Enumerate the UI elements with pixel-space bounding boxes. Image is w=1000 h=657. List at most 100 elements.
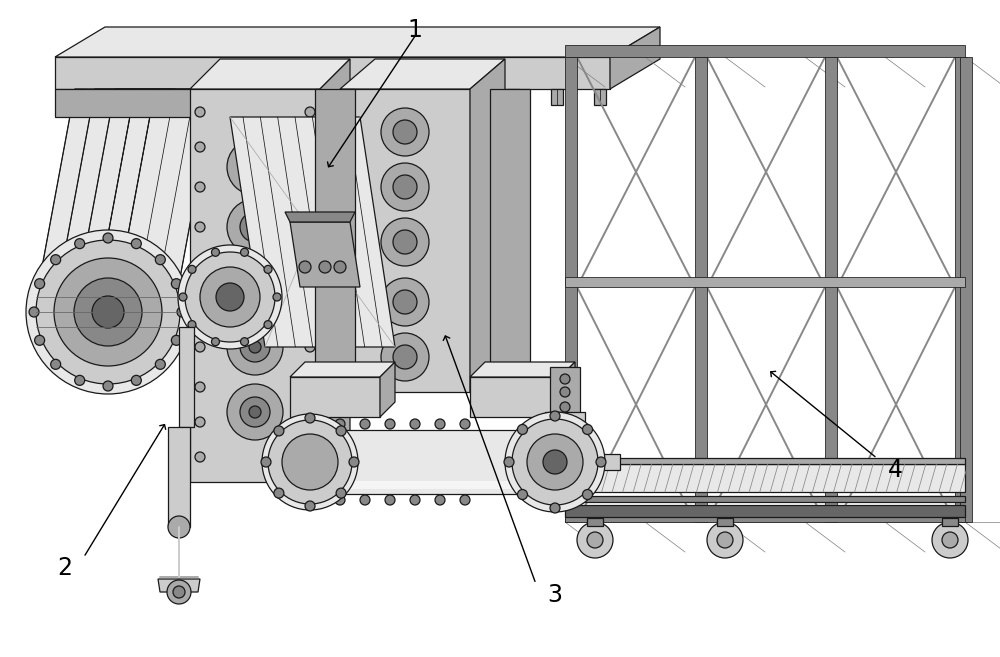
Bar	[291, 89, 303, 105]
Bar	[204, 89, 216, 105]
Circle shape	[249, 281, 261, 293]
Circle shape	[360, 419, 370, 429]
Circle shape	[305, 501, 315, 511]
Circle shape	[305, 452, 315, 462]
Polygon shape	[285, 212, 355, 222]
Bar	[168, 427, 190, 527]
Circle shape	[274, 488, 284, 498]
Ellipse shape	[168, 516, 190, 538]
Bar	[377, 89, 389, 105]
Circle shape	[517, 424, 527, 434]
Polygon shape	[178, 294, 200, 299]
Ellipse shape	[541, 430, 569, 494]
Bar	[695, 57, 707, 522]
Circle shape	[241, 338, 249, 346]
Bar	[550, 367, 580, 417]
Bar	[421, 89, 433, 105]
Circle shape	[227, 384, 283, 440]
Circle shape	[167, 580, 191, 604]
Circle shape	[305, 302, 315, 312]
Polygon shape	[70, 89, 175, 332]
Circle shape	[155, 359, 165, 369]
Circle shape	[319, 261, 331, 273]
Circle shape	[264, 321, 272, 328]
Circle shape	[274, 426, 284, 436]
Circle shape	[305, 182, 315, 192]
Bar	[247, 89, 259, 105]
Bar	[960, 57, 972, 522]
Circle shape	[195, 182, 205, 192]
Circle shape	[282, 434, 338, 490]
Circle shape	[460, 419, 470, 429]
Circle shape	[393, 290, 417, 314]
Bar	[594, 89, 606, 105]
Circle shape	[211, 338, 219, 346]
Circle shape	[173, 586, 185, 598]
Circle shape	[227, 259, 283, 315]
Bar	[464, 89, 476, 105]
Polygon shape	[55, 27, 660, 57]
Circle shape	[393, 120, 417, 144]
Polygon shape	[178, 299, 195, 327]
Circle shape	[334, 261, 346, 273]
Circle shape	[249, 341, 261, 353]
Circle shape	[195, 107, 205, 117]
Circle shape	[195, 342, 205, 352]
Polygon shape	[55, 89, 215, 117]
Polygon shape	[340, 89, 470, 392]
Circle shape	[240, 152, 270, 182]
Circle shape	[583, 424, 593, 434]
Circle shape	[336, 488, 346, 498]
Circle shape	[211, 248, 219, 256]
Circle shape	[512, 419, 598, 505]
Circle shape	[335, 495, 345, 505]
Circle shape	[54, 258, 162, 366]
Bar	[565, 57, 577, 522]
Circle shape	[460, 495, 470, 505]
Circle shape	[177, 307, 187, 317]
Bar	[507, 89, 519, 105]
Circle shape	[195, 382, 205, 392]
Text: 3: 3	[548, 583, 562, 606]
Circle shape	[51, 255, 61, 265]
Circle shape	[527, 434, 583, 490]
Circle shape	[249, 161, 261, 173]
Circle shape	[550, 503, 560, 513]
Circle shape	[29, 307, 39, 317]
Circle shape	[299, 261, 311, 273]
Bar	[310, 430, 555, 494]
Circle shape	[185, 252, 275, 342]
Polygon shape	[380, 362, 395, 417]
Polygon shape	[560, 362, 575, 417]
Circle shape	[517, 489, 527, 499]
Circle shape	[195, 417, 205, 427]
Circle shape	[596, 457, 606, 467]
Polygon shape	[470, 59, 505, 392]
Circle shape	[336, 426, 346, 436]
Polygon shape	[55, 57, 610, 89]
Bar	[565, 496, 965, 502]
Circle shape	[155, 255, 165, 265]
Circle shape	[227, 139, 283, 195]
Circle shape	[381, 163, 429, 211]
Circle shape	[381, 333, 429, 381]
Polygon shape	[158, 579, 200, 592]
Circle shape	[360, 495, 370, 505]
Polygon shape	[320, 59, 350, 482]
Bar	[565, 458, 965, 464]
Circle shape	[305, 142, 315, 152]
Circle shape	[188, 321, 196, 328]
Circle shape	[349, 457, 359, 467]
Polygon shape	[90, 89, 195, 332]
Circle shape	[393, 345, 417, 369]
Circle shape	[75, 375, 85, 386]
Bar	[117, 89, 129, 105]
Circle shape	[240, 332, 270, 362]
Circle shape	[560, 374, 570, 384]
Bar	[955, 57, 967, 522]
Circle shape	[268, 420, 352, 504]
Circle shape	[240, 397, 270, 427]
Polygon shape	[50, 89, 155, 332]
Circle shape	[543, 450, 567, 474]
Circle shape	[240, 212, 270, 242]
